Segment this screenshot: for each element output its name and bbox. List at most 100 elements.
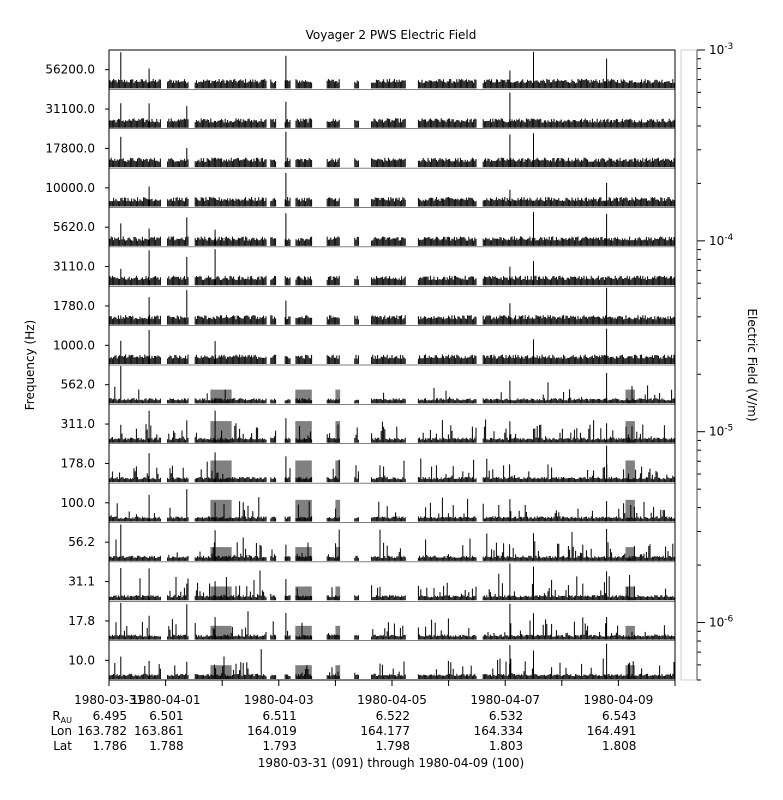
channel-row: 31100.0 xyxy=(45,89,675,128)
ephemeris-label-lon: Lon xyxy=(51,724,72,738)
x-tick-label: 1980-03-31 xyxy=(74,693,144,707)
enhanced-block xyxy=(210,460,232,483)
colorbar-label: Electric Field (V/m) xyxy=(745,308,759,421)
channel-row: 5620.0 xyxy=(53,207,675,246)
colorbar-tick-exponent: -6 xyxy=(724,615,733,625)
signal-trace xyxy=(109,131,675,168)
ephemeris-value: 164.491 xyxy=(587,724,637,738)
signal-trace xyxy=(109,602,675,640)
ephemeris-value: 164.334 xyxy=(474,724,524,738)
enhanced-block xyxy=(210,421,232,443)
channel-label: 56200.0 xyxy=(45,63,95,77)
channel-label: 311.0 xyxy=(61,417,95,431)
enhanced-block xyxy=(625,421,635,443)
colorbar-tick-label: 10-6 xyxy=(709,615,734,630)
channel-row: 100.0 xyxy=(61,482,675,522)
ephemeris-value: 6.511 xyxy=(262,709,296,723)
ephemeris-value: 6.543 xyxy=(602,709,636,723)
signal-trace xyxy=(109,366,675,404)
ephemeris-value: 6.532 xyxy=(489,709,523,723)
x-axis-caption: 1980-03-31 (091) through 1980-04-09 (100… xyxy=(258,756,524,770)
chart-title: Voyager 2 PWS Electric Field xyxy=(306,28,477,42)
ephemeris-value: 6.501 xyxy=(149,709,183,723)
channel-label: 100.0 xyxy=(61,496,95,510)
enhanced-block xyxy=(335,460,341,483)
signal-trace xyxy=(109,563,675,601)
channel-label: 31100.0 xyxy=(45,102,95,116)
enhanced-block xyxy=(335,625,341,640)
channel-row: 17800.0 xyxy=(45,128,675,168)
channel-row: 178.0 xyxy=(61,443,675,483)
channel-label: 56.2 xyxy=(68,535,95,549)
enhanced-block xyxy=(625,665,635,679)
x-tick-label: 1980-04-09 xyxy=(584,693,654,707)
ephemeris-value: 163.861 xyxy=(134,724,184,738)
plot-area: 56200.0 31100.0 17800.0 10000.0 5620.0 3110.0… xyxy=(45,49,676,681)
channel-row: 1780.0 xyxy=(53,285,675,325)
signal-trace xyxy=(109,51,675,89)
y-axis-label: Frequency (Hz) xyxy=(23,320,37,411)
enhanced-block xyxy=(625,586,635,601)
ephemeris-value: 164.177 xyxy=(360,724,410,738)
colorbar-wedge xyxy=(680,49,698,681)
channel-row: 31.1 xyxy=(68,561,675,601)
enhanced-block xyxy=(335,547,341,561)
x-tick-label: 1980-04-07 xyxy=(470,693,540,707)
colorbar: 10-3 10-4 10-5 10-6 xyxy=(680,42,734,681)
channel-label: 31.1 xyxy=(68,575,95,589)
channel-row: 562.0 xyxy=(61,364,675,404)
signal-trace xyxy=(109,211,675,246)
enhanced-block xyxy=(295,499,312,522)
signal-trace xyxy=(109,445,675,483)
enhanced-block xyxy=(335,499,341,522)
channel-label: 3110.0 xyxy=(53,260,95,274)
ephemeris-value: 1.808 xyxy=(602,739,636,753)
ephemeris-value: 163.782 xyxy=(77,724,127,738)
colorbar-tick-exponent: -5 xyxy=(724,424,733,434)
enhanced-block xyxy=(625,625,635,640)
signal-trace xyxy=(109,524,675,561)
signal-trace xyxy=(109,643,675,679)
ephemeris-value: 1.793 xyxy=(262,739,296,753)
ephemeris-label-r-sub: AU xyxy=(61,716,72,725)
channel-row: 3110.0 xyxy=(53,246,675,286)
enhanced-block xyxy=(625,499,635,522)
ephemeris-value: 1.798 xyxy=(376,739,410,753)
channel-label: 5620.0 xyxy=(53,220,95,234)
colorbar-tick-exponent: -3 xyxy=(724,42,733,52)
enhanced-block xyxy=(335,586,341,601)
channel-row: 1000.0 xyxy=(53,325,675,364)
ephemeris-label-r: RAU xyxy=(52,709,72,725)
channel-label: 10.0 xyxy=(68,653,95,667)
channel-row: 56.2 xyxy=(68,522,675,561)
channel-row: 17.8 xyxy=(68,600,675,640)
channel-label: 1780.0 xyxy=(53,299,95,313)
enhanced-block xyxy=(625,547,635,561)
signal-trace xyxy=(109,328,675,364)
signal-trace xyxy=(109,249,675,286)
x-tick-label: 1980-04-03 xyxy=(244,693,314,707)
colorbar-tick-label: 10-3 xyxy=(709,42,733,57)
enhanced-block xyxy=(335,389,341,404)
signal-trace xyxy=(109,489,675,522)
channel-label: 17.8 xyxy=(68,614,95,628)
channel-label: 1000.0 xyxy=(53,338,95,352)
colorbar-tick-label: 10-4 xyxy=(709,233,734,248)
enhanced-block xyxy=(625,460,635,483)
channel-label: 10000.0 xyxy=(45,181,95,195)
signal-trace xyxy=(109,410,675,443)
colorbar-tick-exponent: -4 xyxy=(724,233,733,243)
ephemeris-value: 1.803 xyxy=(489,739,523,753)
signal-trace xyxy=(109,92,675,128)
x-tick-label: 1980-04-05 xyxy=(357,693,427,707)
channel-label: 17800.0 xyxy=(45,141,95,155)
channel-row: 311.0 xyxy=(61,404,675,443)
signal-trace xyxy=(109,172,675,207)
channel-row: 10.0 xyxy=(68,640,675,679)
enhanced-block xyxy=(210,499,232,522)
ephemeris-value: 1.786 xyxy=(93,739,127,753)
ephemeris-value: 164.019 xyxy=(247,724,297,738)
ephemeris-label-lat: Lat xyxy=(53,739,72,753)
